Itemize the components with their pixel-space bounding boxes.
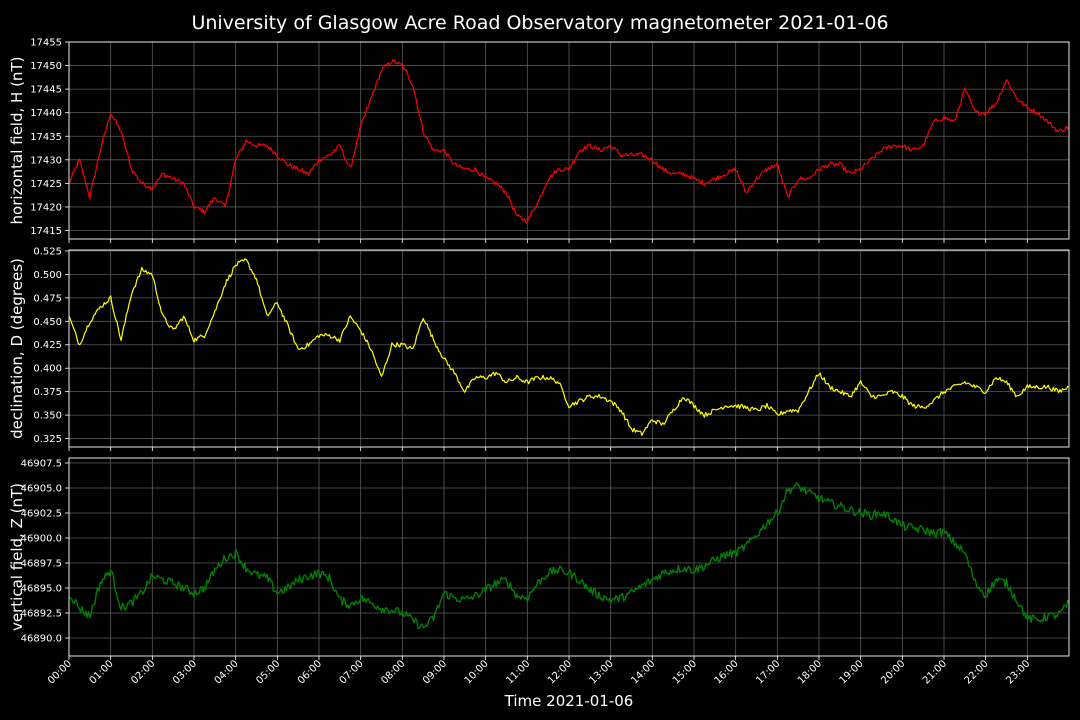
y-tick-label: 17435 [30,132,62,143]
axes-frame [68,41,1070,240]
y-tick-label: 17415 [30,226,62,237]
panel-1: 17415 17420 17425 17430 17435 17440 17445 17450… [8,38,1070,243]
series-line [68,258,1070,436]
y-tick-label: 0.500 [33,270,62,281]
y-tick-label: 17450 [30,61,62,72]
chart-title: University of Glasgow Acre Road Observat… [191,12,888,34]
y-tick-label: 46895.0 [21,584,62,595]
y-tick-label: 17445 [30,85,62,96]
y-tick-label: 46905.0 [21,484,62,495]
axes-frame [68,249,1070,448]
y-tick-label: 46902.5 [21,509,62,520]
y-axis-label: vertical field, Z (nT) [8,483,26,631]
y-tick-label: 17455 [30,38,62,49]
y-axis-label: horizontal field, H (nT) [8,57,26,225]
panel-3: 46890.0 46892.5 46895.0 46897.5 46900.0 46902… [8,457,1070,660]
y-tick-label: 17430 [30,155,62,166]
series-line [68,58,1070,224]
y-tick-label: 0.450 [33,317,62,328]
y-tick-label: 46897.5 [21,559,62,570]
y-axis-label: declination, D (degrees) [8,258,26,439]
y-tick-label: 0.525 [33,246,62,257]
y-tick-label: 0.350 [33,411,62,422]
axes-frame [68,457,1070,657]
y-tick-label: 17440 [30,108,62,119]
y-tick-label: 0.425 [33,340,62,351]
y-tick-label: 0.475 [33,293,62,304]
y-tick-label: 0.375 [33,387,62,398]
y-tick-label: 0.325 [33,434,62,445]
y-tick-label: 46900.0 [21,534,62,545]
y-tick-label: 46890.0 [21,634,62,645]
y-tick-label: 17425 [30,179,62,190]
y-tick-label: 0.400 [33,364,62,375]
y-tick-label: 46892.5 [21,609,62,620]
series-line [68,482,1070,630]
y-tick-label: 46907.5 [21,459,62,470]
x-axis-label: Time 2021-01-06 [504,692,634,710]
y-tick-label: 17420 [30,202,62,213]
panel-2: 0.325 0.350 0.375 0.400 0.425 0.450 0.475 0.500… [8,246,1070,451]
